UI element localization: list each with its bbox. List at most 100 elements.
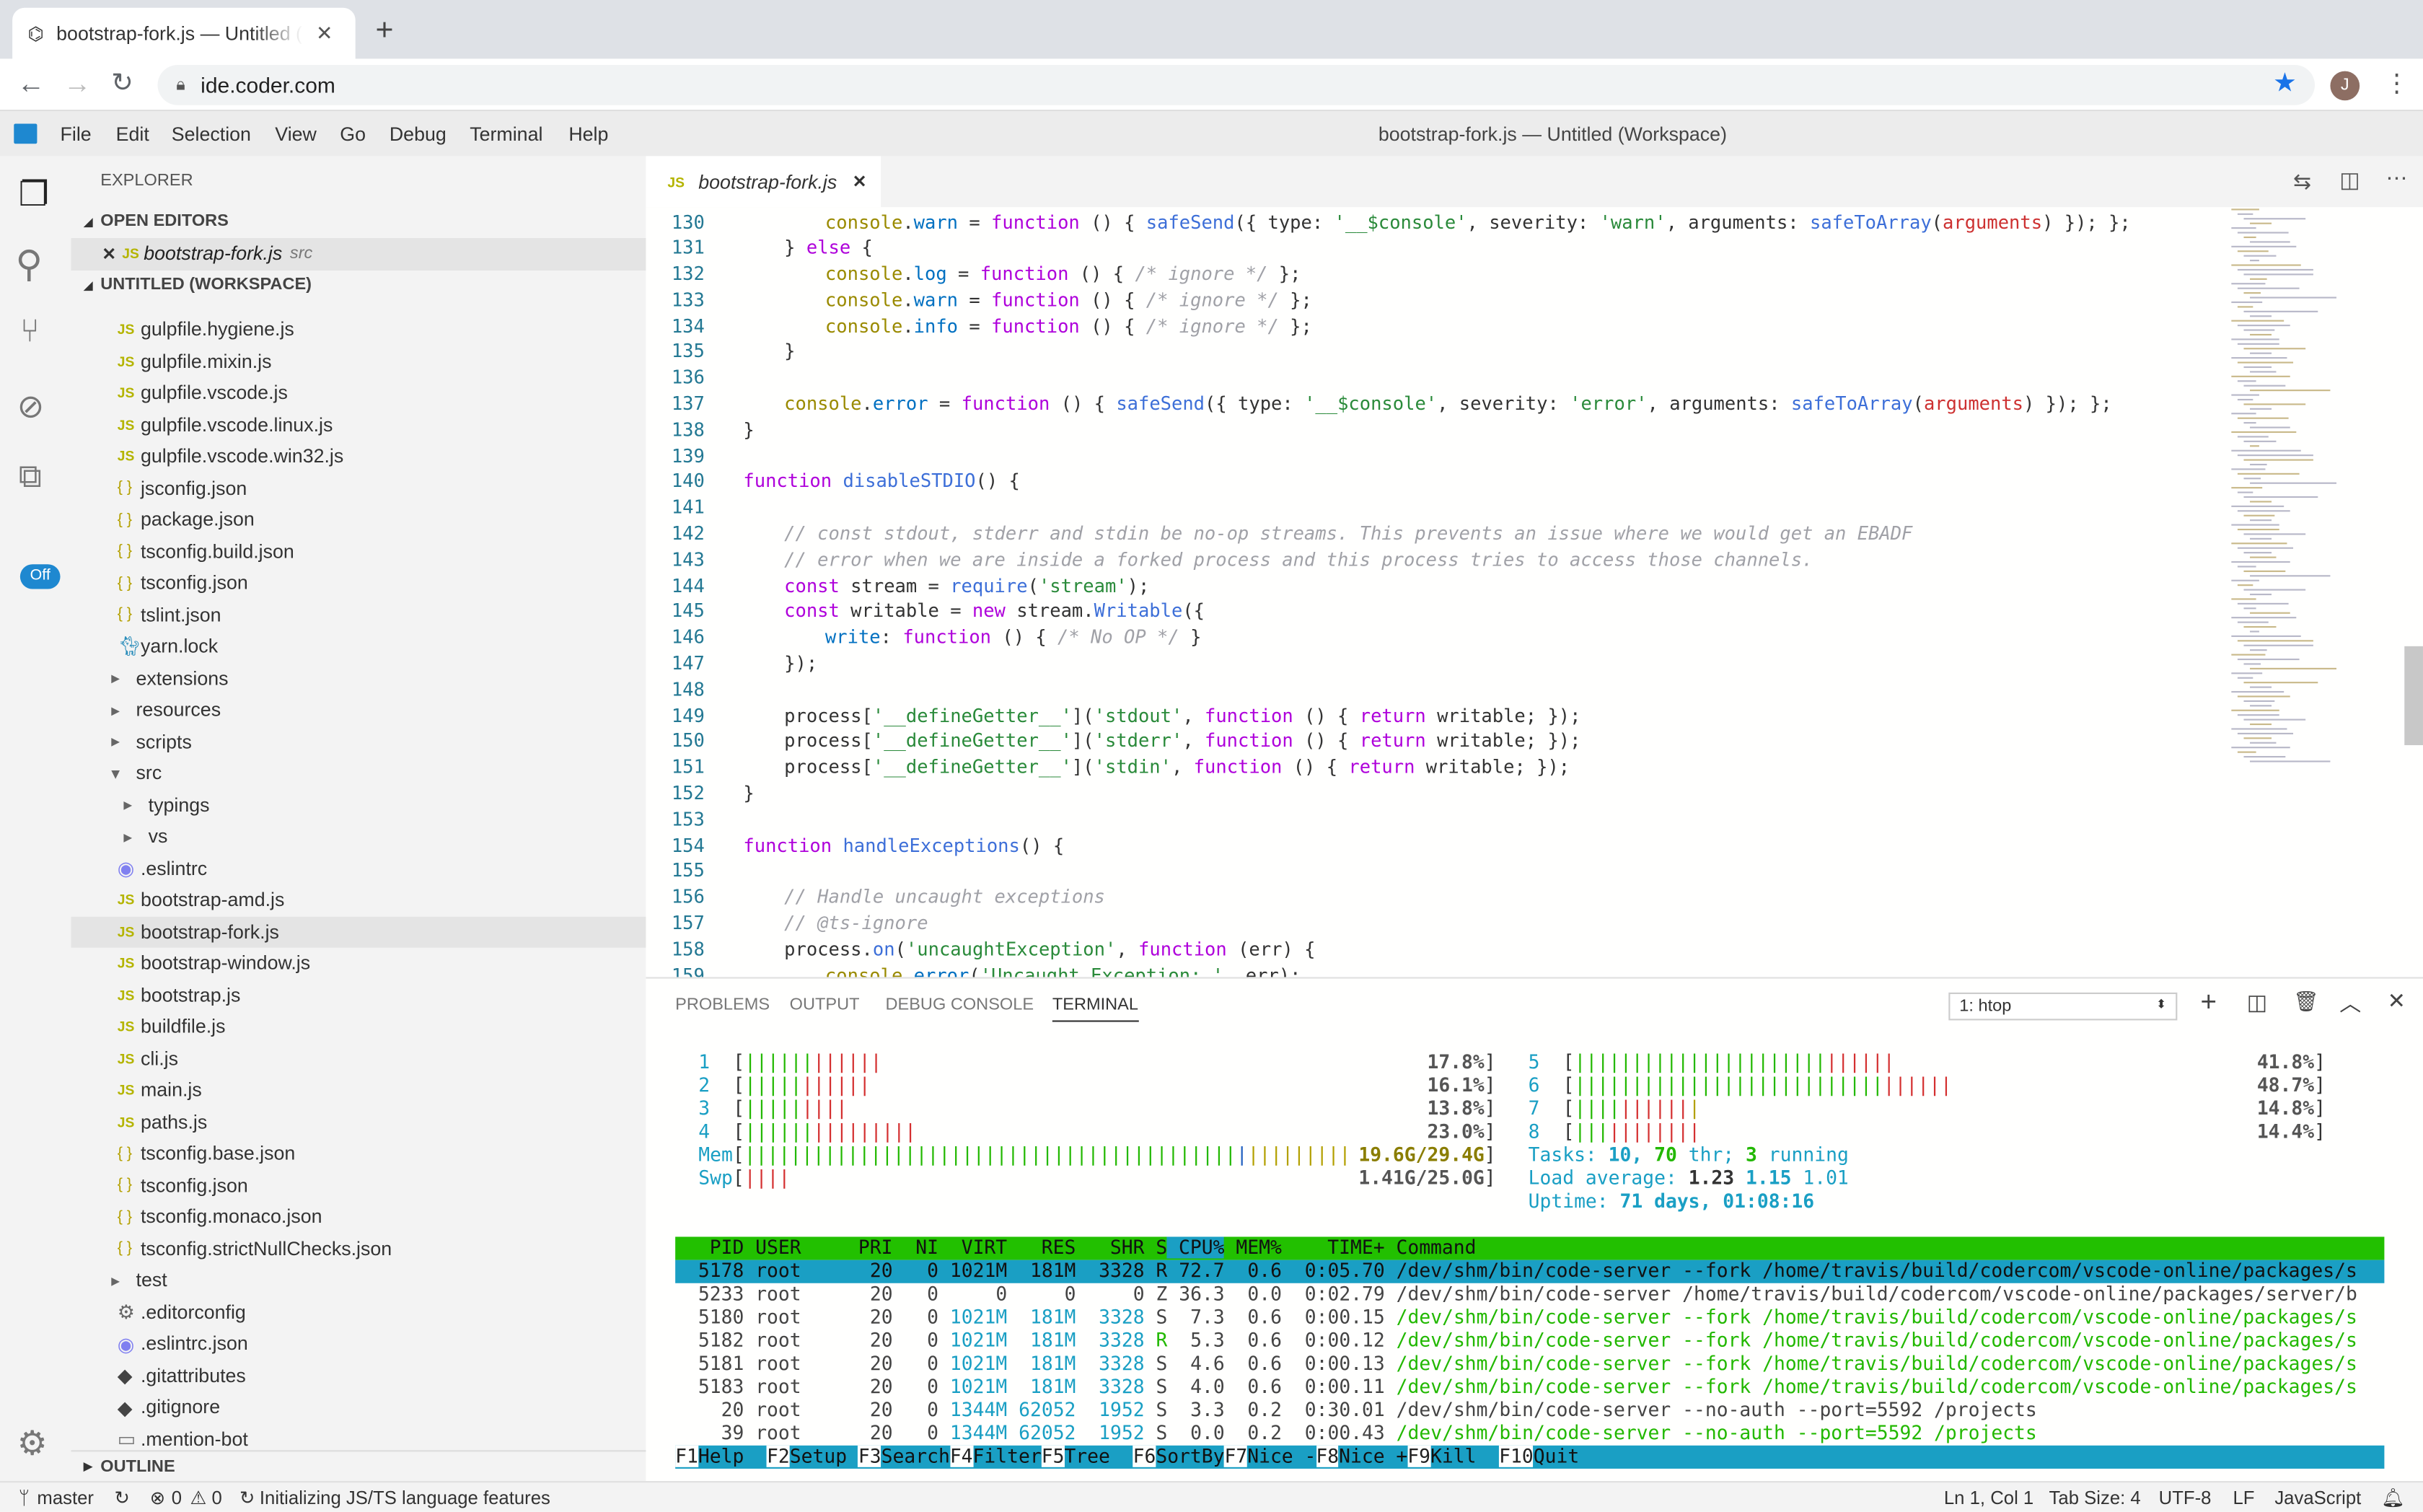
file-item[interactable]: ◆.gitignore xyxy=(71,1392,646,1423)
forward-icon[interactable]: → xyxy=(63,68,92,100)
menu-file[interactable]: File xyxy=(61,123,92,145)
close-panel-icon[interactable]: ✕ xyxy=(2388,988,2406,1014)
kill-terminal-icon[interactable]: 🗑︎ xyxy=(2293,990,2318,1014)
file-item[interactable]: { }tsconfig.strictNullChecks.json xyxy=(71,1233,646,1265)
file-item[interactable]: { }tsconfig.json xyxy=(71,1169,646,1201)
workspace-header[interactable]: ◢ UNTITLED (WORKSPACE) xyxy=(71,269,646,301)
warning-count[interactable]: 0 xyxy=(211,1487,221,1509)
file-item[interactable]: JSbootstrap-fork.js xyxy=(71,916,646,948)
source-control-icon[interactable]: ⑂ xyxy=(20,314,40,351)
encoding[interactable]: UTF-8 xyxy=(2159,1487,2212,1509)
file-item[interactable]: ◉.eslintrc.json xyxy=(71,1328,646,1360)
extensions-icon[interactable]: ⧉ xyxy=(19,460,42,496)
tab-problems[interactable]: PROBLEMS xyxy=(675,995,770,1014)
folder-item[interactable]: ▸scripts xyxy=(71,726,646,757)
tab-size[interactable]: Tab Size: 4 xyxy=(2049,1487,2141,1509)
menu-go[interactable]: Go xyxy=(340,123,366,145)
tab-terminal[interactable]: TERMINAL xyxy=(1052,995,1138,1021)
file-item[interactable]: JScli.js xyxy=(71,1043,646,1075)
file-item[interactable]: JSgulpfile.hygiene.js xyxy=(71,314,646,346)
menu-edit[interactable]: Edit xyxy=(116,123,149,145)
fkey-f10[interactable]: F10Quit xyxy=(1499,1446,1579,1467)
column-header[interactable]: RES xyxy=(1007,1236,1076,1258)
split-editor-icon[interactable]: ◫ xyxy=(2339,167,2360,193)
sync-icon[interactable]: ↻ xyxy=(115,1487,131,1509)
menu-terminal[interactable]: Terminal xyxy=(470,123,542,145)
avatar[interactable]: J xyxy=(2330,71,2360,101)
maximize-panel-icon[interactable]: ︿ xyxy=(2339,988,2361,1019)
folder-item[interactable]: ▸resources xyxy=(71,694,646,726)
address-bar[interactable]: 🔒︎ ide.coder.com xyxy=(158,65,2316,105)
editor-tab-active[interactable]: JS bootstrap-fork.js ✕ xyxy=(646,156,881,207)
column-header[interactable]: SHR xyxy=(1076,1236,1144,1258)
branch-label[interactable]: master xyxy=(37,1487,94,1509)
file-item[interactable]: { }tsconfig.base.json xyxy=(71,1138,646,1169)
fkey-f4[interactable]: F4Filter xyxy=(950,1446,1042,1467)
folder-item[interactable]: ▸typings xyxy=(71,789,646,821)
file-item[interactable]: JSmain.js xyxy=(71,1074,646,1106)
new-tab-button[interactable]: + xyxy=(376,14,394,49)
search-icon[interactable]: ⚲ xyxy=(15,242,43,287)
fkey-f5[interactable]: F5Tree xyxy=(1042,1446,1133,1467)
terminal-htop[interactable]: 1[||||||||||||17.8%]2[|||||||||||16.1%]3… xyxy=(675,1051,2384,1481)
file-item[interactable]: { }tsconfig.monaco.json xyxy=(71,1201,646,1233)
open-changes-icon[interactable]: ⇆ xyxy=(2293,169,2311,195)
explorer-icon[interactable]: ❐ xyxy=(19,175,49,215)
eol[interactable]: LF xyxy=(2233,1487,2254,1509)
file-item[interactable]: { }jsconfig.json xyxy=(71,472,646,504)
process-row[interactable]: 5181 root 20 0 1021M 181M 3328 S 4.6 0.6… xyxy=(675,1353,2384,1376)
menu-selection[interactable]: Selection xyxy=(172,123,251,145)
column-header[interactable]: CPU% xyxy=(1167,1236,1224,1258)
folder-item[interactable]: ▸test xyxy=(71,1265,646,1296)
column-header[interactable]: PID xyxy=(675,1236,744,1258)
open-editors-header[interactable]: ◢ OPEN EDITORS xyxy=(71,206,646,237)
file-item[interactable]: { }tsconfig.json xyxy=(71,568,646,599)
terminal-select[interactable]: 1: htop ⬍ xyxy=(1948,993,2177,1021)
process-row[interactable]: 5182 root 20 0 1021M 181M 3328 R 5.3 0.6… xyxy=(675,1329,2384,1353)
code-area[interactable]: 130console.warn = function () { safeSend… xyxy=(646,209,2222,988)
menu-view[interactable]: View xyxy=(275,123,317,145)
file-item[interactable]: ◉.eslintrc xyxy=(71,853,646,884)
close-icon[interactable]: ✕ xyxy=(102,244,122,264)
cursor-position[interactable]: Ln 1, Col 1 xyxy=(1944,1487,2033,1509)
bookmark-star-icon[interactable]: ★ xyxy=(2273,68,2297,99)
fkey-f7[interactable]: F7Nice - xyxy=(1224,1446,1316,1467)
file-item[interactable]: JSpaths.js xyxy=(71,1106,646,1138)
reload-icon[interactable]: ↻ xyxy=(111,68,133,99)
column-header[interactable]: NI xyxy=(893,1236,938,1258)
file-item[interactable]: { }package.json xyxy=(71,504,646,536)
folder-item[interactable]: ▸vs xyxy=(71,821,646,853)
file-item[interactable]: ◆.gitattributes xyxy=(71,1360,646,1392)
fkey-f6[interactable]: F6SortBy xyxy=(1133,1446,1225,1467)
open-editor-item[interactable]: ✕ JS bootstrap-fork.js src xyxy=(71,238,646,270)
debug-icon[interactable]: ⊘ xyxy=(17,388,45,427)
file-item[interactable]: { }tsconfig.build.json xyxy=(71,536,646,568)
off-badge[interactable]: Off xyxy=(20,564,61,589)
menu-help[interactable]: Help xyxy=(568,123,608,145)
folder-item[interactable]: ▾src xyxy=(71,757,646,789)
outline-header[interactable]: ▶ OUTLINE xyxy=(71,1450,646,1482)
file-item[interactable]: JSbootstrap-window.js xyxy=(71,948,646,980)
browser-menu-icon[interactable]: ⋮ xyxy=(2384,68,2409,99)
fkey-f9[interactable]: F9Kill xyxy=(1407,1446,1499,1467)
more-actions-icon[interactable]: ⋯ xyxy=(2386,165,2408,191)
notifications-bell-icon[interactable]: 🔔︎ xyxy=(2381,1487,2405,1509)
minimap[interactable] xyxy=(2225,208,2404,796)
split-terminal-icon[interactable]: ◫ xyxy=(2247,990,2267,1016)
fkey-f3[interactable]: F3Search xyxy=(858,1446,950,1467)
tab-debug-console[interactable]: DEBUG CONSOLE xyxy=(885,995,1034,1014)
browser-tab[interactable]: ⌬ bootstrap-fork.js — Untitled (Workspac… xyxy=(12,8,356,59)
process-row[interactable]: 39 root 20 0 1344M 62052 1952 S 0.0 0.2 … xyxy=(675,1423,2384,1446)
file-item[interactable]: JSbootstrap-amd.js xyxy=(71,884,646,916)
file-item[interactable]: ⚙.editorconfig xyxy=(71,1296,646,1328)
file-item[interactable]: JSgulpfile.vscode.linux.js xyxy=(71,409,646,441)
fkey-f1[interactable]: F1Help xyxy=(675,1446,767,1467)
process-row[interactable]: 5180 root 20 0 1021M 181M 3328 S 7.3 0.6… xyxy=(675,1306,2384,1329)
close-icon[interactable]: ✕ xyxy=(853,172,867,192)
file-item[interactable]: 🐈︎yarn.lock xyxy=(71,630,646,662)
new-terminal-icon[interactable]: + xyxy=(2200,986,2217,1019)
file-item[interactable]: JSbootstrap.js xyxy=(71,980,646,1011)
process-row[interactable]: 5183 root 20 0 1021M 181M 3328 S 4.0 0.6… xyxy=(675,1376,2384,1399)
column-header[interactable]: S xyxy=(1144,1236,1167,1258)
fkey-f2[interactable]: F2Setup xyxy=(767,1446,858,1467)
